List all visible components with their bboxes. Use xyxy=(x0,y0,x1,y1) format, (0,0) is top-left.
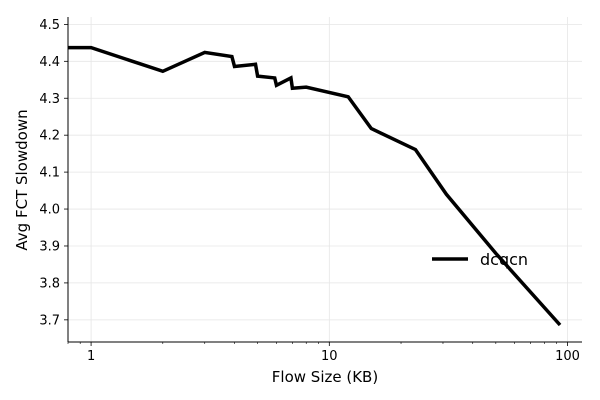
y-tick-label: 4.3 xyxy=(39,92,60,107)
y-tick-label: 4.4 xyxy=(39,55,60,70)
y-tick-label: 3.9 xyxy=(39,239,60,254)
x-tick-label: 10 xyxy=(321,349,338,364)
y-tick-label: 3.7 xyxy=(39,313,60,328)
y-tick-label: 4.5 xyxy=(39,18,60,33)
y-tick-label: 4.1 xyxy=(39,166,60,181)
y-axis-ticks: 3.7 3.8 3.9 4.0 4.1 4.2 4.3 4.4 4.5 xyxy=(39,18,68,328)
axes xyxy=(67,17,582,343)
x-axis-title: Flow Size (KB) xyxy=(272,368,378,386)
x-axis-ticks: 1 10 100 xyxy=(67,342,580,364)
x-tick-label: 1 xyxy=(87,349,95,364)
y-tick-label: 4.0 xyxy=(39,203,60,218)
y-tick-label: 4.2 xyxy=(39,129,60,144)
legend: dcqcn xyxy=(432,250,528,269)
y-tick-label: 3.8 xyxy=(39,276,60,291)
series-lines xyxy=(68,45,562,327)
gridlines xyxy=(68,17,582,342)
series-line-dcqcn xyxy=(68,45,562,327)
y-axis-title: Avg FCT Slowdown xyxy=(13,109,31,250)
legend-label-dcqcn: dcqcn xyxy=(480,250,528,269)
x-tick-label: 100 xyxy=(555,349,580,364)
